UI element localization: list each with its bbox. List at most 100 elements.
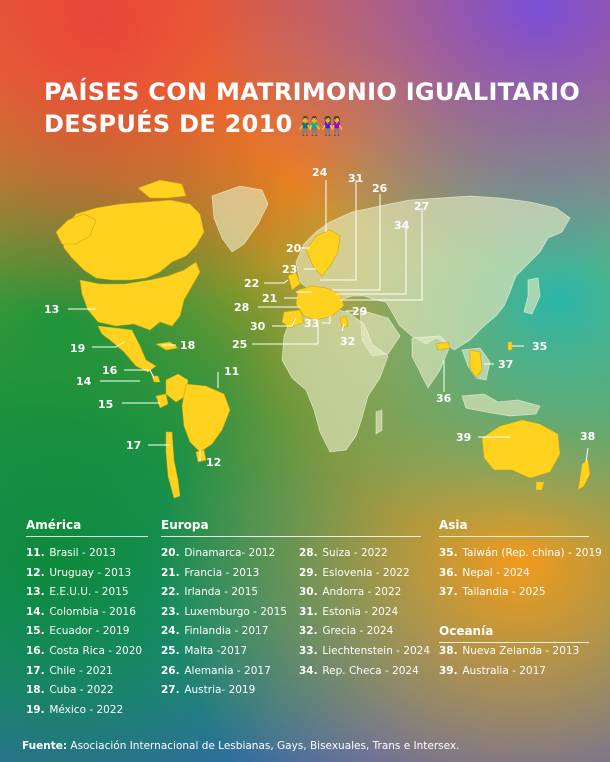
map-label-22: 22 bbox=[244, 277, 259, 290]
list-item: 37. Tailandia - 2025 bbox=[439, 586, 546, 599]
list-item: 22. Irlanda - 2015 bbox=[161, 586, 259, 599]
list-item: 16. Costa Rica - 2020 bbox=[26, 644, 143, 657]
map-label-16: 16 bbox=[102, 364, 118, 377]
europa-list: 20. Dinamarca- 2012 21. Francia - 2013 2… bbox=[161, 544, 287, 701]
list-item: 36. Nepal - 2024 bbox=[439, 566, 530, 579]
list-item: 28. Suiza - 2022 bbox=[299, 547, 388, 559]
list-item: 11. Brasil - 2013 bbox=[26, 547, 116, 559]
thailand bbox=[469, 349, 483, 379]
section-divider-asia bbox=[439, 536, 589, 537]
map-label-14: 14 bbox=[76, 375, 92, 388]
scandinavia bbox=[305, 229, 341, 277]
iberia bbox=[281, 309, 305, 329]
couple-emoji-icon: 👬👭 bbox=[298, 116, 345, 137]
mexico bbox=[97, 325, 157, 373]
map-label-38: 38 bbox=[580, 430, 595, 443]
map-label-27: 27 bbox=[414, 200, 429, 213]
section-title-america: América bbox=[26, 518, 82, 532]
section-title-asia: Asia bbox=[439, 518, 468, 532]
map-label-37: 37 bbox=[498, 358, 513, 371]
map-label-20: 20 bbox=[286, 242, 302, 255]
map-label-11: 11 bbox=[224, 365, 239, 378]
map-label-25: 25 bbox=[232, 338, 247, 351]
source-note: Fuente: Asociación Internacional de Lesb… bbox=[22, 740, 459, 752]
page-title: PAÍSES CON MATRIMONIO IGUALITARIO DESPUÉ… bbox=[44, 76, 580, 143]
eurasia bbox=[295, 195, 571, 351]
brazil bbox=[181, 383, 231, 453]
list-item: 25. Malta -2017 bbox=[161, 644, 248, 657]
list-item: 39. Australia - 2017 bbox=[439, 664, 546, 677]
list-item: 15. Ecuador - 2019 bbox=[26, 625, 130, 638]
map-label-23: 23 bbox=[282, 263, 297, 276]
map-label-29: 29 bbox=[352, 305, 367, 318]
taiwan bbox=[507, 341, 513, 351]
map-label-31: 31 bbox=[348, 172, 363, 185]
leader-lines bbox=[68, 180, 589, 463]
list-item: 12. Uruguay - 2013 bbox=[26, 566, 132, 579]
japan bbox=[523, 277, 541, 315]
madagascar bbox=[375, 409, 383, 435]
chile bbox=[165, 431, 181, 499]
australia bbox=[481, 419, 561, 479]
map-label-33: 33 bbox=[304, 317, 319, 330]
map-label-34: 34 bbox=[394, 219, 410, 232]
map-label-18: 18 bbox=[180, 339, 195, 352]
section-divider-oceania bbox=[439, 642, 589, 643]
list-item: 14. Colombia - 2016 bbox=[26, 605, 136, 618]
map-label-21: 21 bbox=[262, 292, 277, 305]
map-label-26: 26 bbox=[372, 182, 388, 195]
ecuador bbox=[155, 393, 169, 409]
list-item: 32. Grecia - 2024 bbox=[299, 625, 394, 638]
highlighted-countries bbox=[55, 179, 591, 499]
canada-islands bbox=[137, 179, 187, 199]
list-item: 30. Andorra - 2022 bbox=[299, 586, 402, 599]
list-item: 31. Estonia - 2024 bbox=[299, 605, 399, 618]
title-line-1: PAÍSES CON MATRIMONIO IGUALITARIO bbox=[44, 78, 581, 106]
list-item: 26. Alemania - 2017 bbox=[161, 664, 271, 677]
asia-list: 35. Taiwán (Rep. china) - 2019 36. Nepal… bbox=[439, 544, 602, 603]
map-label-39: 39 bbox=[456, 431, 471, 444]
list-item: 27. Austria- 2019 bbox=[161, 684, 256, 697]
map-label-24: 24 bbox=[312, 166, 328, 179]
section-divider-america bbox=[26, 536, 148, 537]
map-label-15: 15 bbox=[98, 398, 113, 411]
section-title-oceania: Oceanía bbox=[439, 624, 494, 638]
oceania-list: 38. Nueva Zelanda - 2013 39. Australia -… bbox=[439, 642, 579, 681]
uruguay bbox=[195, 449, 207, 463]
america-list: 11. Brasil - 2013 12. Uruguay - 2013 13.… bbox=[26, 544, 142, 720]
land-base bbox=[211, 185, 571, 453]
map-label-13: 13 bbox=[44, 303, 59, 316]
section-title-europa: Europa bbox=[161, 518, 209, 532]
new-zealand bbox=[577, 459, 591, 491]
list-item: 35. Taiwán (Rep. china) - 2019 bbox=[439, 547, 602, 559]
list-item: 23. Luxemburgo - 2015 bbox=[161, 605, 287, 618]
list-item: 34. Rep. Checa - 2024 bbox=[299, 664, 419, 677]
list-item: 21. Francia - 2013 bbox=[161, 566, 260, 579]
map-label-19: 19 bbox=[70, 342, 85, 355]
list-item: 20. Dinamarca- 2012 bbox=[161, 547, 276, 559]
list-item: 17. Chile - 2021 bbox=[26, 664, 113, 677]
ireland-uk bbox=[287, 271, 301, 291]
list-item: 24. Finlandia - 2017 bbox=[161, 625, 269, 638]
map-label-35: 35 bbox=[532, 340, 547, 353]
greenland bbox=[211, 185, 269, 253]
alaska bbox=[55, 213, 97, 245]
map-label-12: 12 bbox=[206, 456, 221, 469]
map-label-30: 30 bbox=[250, 320, 266, 333]
list-item: 38. Nueva Zelanda - 2013 bbox=[439, 645, 580, 657]
list-item: 29. Eslovenia - 2022 bbox=[299, 566, 410, 579]
europa-list-2: 28. Suiza - 2022 29. Eslovenia - 2022 30… bbox=[299, 544, 430, 681]
section-divider-europa bbox=[161, 536, 421, 537]
list-item: 18. Cuba - 2022 bbox=[26, 684, 114, 697]
map-label-32: 32 bbox=[340, 335, 355, 348]
title-line-2: DESPUÉS DE 2010 👬👭 bbox=[44, 110, 345, 138]
map-label-17: 17 bbox=[126, 439, 141, 452]
map-label-36: 36 bbox=[436, 392, 452, 405]
usa bbox=[79, 261, 201, 331]
nepal bbox=[435, 341, 451, 351]
map-number-labels: 13 19 18 16 14 11 15 17 12 24 31 26 27 3… bbox=[44, 166, 595, 469]
tasmania bbox=[535, 481, 545, 491]
source-text: Asociación Internacional de Lesbianas, G… bbox=[70, 740, 460, 752]
list-item: 13. E.E.U.U. - 2015 bbox=[26, 586, 129, 599]
source-label: Fuente: bbox=[22, 740, 68, 752]
